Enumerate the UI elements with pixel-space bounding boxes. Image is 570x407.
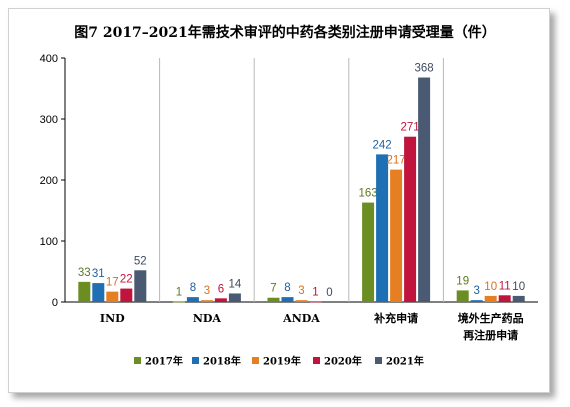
data-label: 8 bbox=[190, 282, 196, 294]
data-label: 3 bbox=[473, 285, 479, 297]
data-label: 271 bbox=[401, 122, 420, 134]
data-label: 1 bbox=[312, 286, 318, 298]
legend-swatch bbox=[252, 357, 259, 364]
data-label: 217 bbox=[387, 155, 406, 167]
bar bbox=[484, 295, 497, 302]
data-label: 368 bbox=[415, 63, 434, 75]
data-label: 10 bbox=[512, 281, 525, 293]
data-label: 163 bbox=[359, 188, 378, 200]
x-category-label: IND bbox=[100, 312, 125, 325]
data-label: 0 bbox=[326, 287, 332, 299]
data-label: 11 bbox=[499, 280, 511, 292]
legend-swatch bbox=[192, 357, 199, 364]
data-label: 19 bbox=[456, 275, 469, 287]
legend-swatch bbox=[313, 357, 320, 364]
bar bbox=[78, 281, 91, 302]
data-label: 1 bbox=[176, 286, 182, 298]
legend-label: 2020年 bbox=[324, 355, 362, 368]
data-label: 8 bbox=[284, 282, 290, 294]
bar bbox=[134, 270, 147, 302]
bar bbox=[418, 77, 431, 303]
bar bbox=[390, 169, 403, 302]
x-category-label: 再注册申请 bbox=[463, 328, 518, 342]
bar bbox=[376, 154, 389, 302]
bar bbox=[498, 295, 511, 302]
data-label: 7 bbox=[270, 283, 276, 295]
x-category-label: 境外生产药品 bbox=[458, 311, 524, 325]
bar bbox=[172, 301, 185, 303]
data-label: 14 bbox=[229, 278, 242, 290]
data-label: 33 bbox=[78, 267, 91, 279]
bar bbox=[267, 297, 280, 302]
bar bbox=[362, 202, 375, 302]
y-tick-label: 200 bbox=[40, 175, 58, 187]
data-label: 3 bbox=[204, 285, 210, 297]
x-category-label: ANDA bbox=[282, 312, 320, 325]
bar bbox=[228, 293, 241, 302]
bar bbox=[200, 300, 213, 302]
bar bbox=[309, 301, 322, 303]
legend-label: 2021年 bbox=[386, 355, 424, 368]
bar bbox=[456, 290, 469, 302]
x-category-label: 补充申请 bbox=[373, 311, 418, 325]
legend-swatch bbox=[134, 357, 141, 364]
bar bbox=[470, 300, 483, 302]
chart-title: 图7 2017–2021年需技术审评的中药各类别注册申请受理量（件） bbox=[74, 25, 496, 41]
data-label: 3 bbox=[298, 285, 304, 297]
data-label: 17 bbox=[106, 277, 119, 289]
data-label: 6 bbox=[218, 283, 224, 295]
data-label: 10 bbox=[484, 281, 497, 293]
bar bbox=[120, 288, 133, 302]
legend-swatch bbox=[375, 357, 382, 364]
bar bbox=[404, 136, 417, 302]
chart-frame bbox=[8, 8, 550, 393]
data-label: 242 bbox=[373, 139, 392, 151]
y-tick-label: 300 bbox=[40, 114, 58, 126]
bar bbox=[281, 297, 294, 302]
legend-label: 2019年 bbox=[263, 355, 301, 368]
bar bbox=[106, 291, 119, 302]
x-category-label: NDA bbox=[193, 312, 222, 325]
data-label: 31 bbox=[92, 268, 105, 280]
legend-label: 2017年 bbox=[145, 355, 183, 368]
y-tick-label: 100 bbox=[40, 236, 58, 248]
bar bbox=[214, 298, 227, 302]
y-tick-label: 0 bbox=[52, 297, 58, 309]
legend-label: 2018年 bbox=[203, 355, 241, 368]
bar bbox=[92, 283, 105, 302]
bar bbox=[512, 295, 525, 302]
data-label: 52 bbox=[134, 255, 147, 267]
bar bbox=[295, 300, 308, 302]
data-label: 22 bbox=[120, 274, 133, 286]
y-tick-label: 400 bbox=[40, 53, 58, 65]
bar bbox=[186, 297, 199, 302]
